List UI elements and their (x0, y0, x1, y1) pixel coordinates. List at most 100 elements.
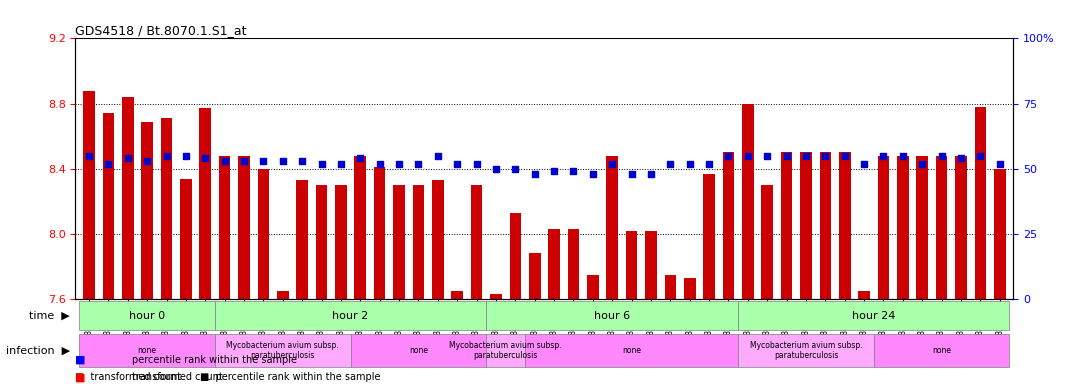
Point (254, 158, 272, 164)
Text: Mycobacterium avium subsp.
paratuberculosis: Mycobacterium avium subsp. paratuberculo… (450, 341, 562, 360)
Bar (683, 278, 695, 299)
Bar (780, 152, 792, 299)
FancyBboxPatch shape (350, 334, 486, 367)
FancyBboxPatch shape (80, 334, 215, 367)
Point (914, 161, 931, 167)
Bar (180, 179, 192, 299)
Point (798, 153, 815, 159)
Bar (722, 152, 734, 299)
Point (778, 153, 796, 159)
Point (507, 166, 524, 172)
Text: none: none (409, 346, 428, 355)
FancyBboxPatch shape (80, 301, 215, 331)
Point (487, 166, 505, 172)
Bar (122, 97, 134, 299)
Point (235, 158, 252, 164)
Bar (877, 156, 889, 299)
Bar (316, 185, 328, 299)
Point (623, 171, 640, 177)
Point (81, 153, 98, 159)
Bar (703, 174, 715, 299)
Point (139, 158, 156, 164)
Bar (588, 275, 598, 299)
Bar (916, 156, 928, 299)
Bar (490, 294, 501, 299)
Bar (607, 156, 618, 299)
Point (604, 161, 621, 167)
Point (932, 153, 950, 159)
Point (720, 153, 737, 159)
Point (410, 161, 427, 167)
Point (448, 161, 466, 167)
Text: percentile rank within the sample: percentile rank within the sample (132, 355, 296, 365)
Text: hour 6: hour 6 (594, 311, 631, 321)
Text: ■  transformed count      ■  percentile rank within the sample: ■ transformed count ■ percentile rank wi… (75, 372, 381, 382)
FancyBboxPatch shape (525, 334, 738, 367)
Bar (393, 185, 405, 299)
Bar (296, 180, 308, 299)
FancyBboxPatch shape (738, 301, 1009, 331)
Text: time  ▶: time ▶ (29, 311, 70, 321)
Text: Mycobacterium avium subsp.
paratuberculosis: Mycobacterium avium subsp. paratuberculo… (226, 341, 340, 360)
Point (642, 171, 660, 177)
Bar (374, 167, 386, 299)
Point (351, 155, 369, 161)
Point (759, 153, 776, 159)
Point (701, 161, 718, 167)
Point (681, 161, 699, 167)
Text: ■: ■ (75, 355, 86, 365)
Bar (761, 185, 773, 299)
Point (390, 161, 407, 167)
FancyBboxPatch shape (215, 301, 486, 331)
Bar (800, 152, 812, 299)
Text: transformed count: transformed count (132, 372, 222, 382)
Bar (858, 291, 870, 299)
Point (177, 153, 194, 159)
Point (971, 153, 989, 159)
Point (371, 161, 388, 167)
Text: hour 2: hour 2 (332, 311, 369, 321)
Point (196, 155, 213, 161)
Point (875, 153, 893, 159)
Bar (432, 180, 444, 299)
Text: ■: ■ (75, 372, 86, 382)
Bar (238, 156, 250, 299)
Bar (529, 253, 540, 299)
Bar (625, 231, 637, 299)
Point (332, 161, 349, 167)
Point (584, 171, 602, 177)
Text: hour 0: hour 0 (129, 311, 165, 321)
Point (895, 153, 912, 159)
Point (952, 155, 969, 161)
Bar (199, 108, 211, 299)
Bar (102, 113, 114, 299)
Point (274, 158, 291, 164)
Bar (510, 213, 521, 299)
Text: none: none (138, 346, 156, 355)
Bar (645, 231, 657, 299)
Bar (839, 152, 851, 299)
Bar (936, 156, 948, 299)
Text: none: none (622, 346, 641, 355)
Point (565, 168, 582, 174)
Text: GDS4518 / Bt.8070.1.S1_at: GDS4518 / Bt.8070.1.S1_at (75, 24, 247, 37)
Point (837, 153, 854, 159)
Point (216, 158, 233, 164)
Bar (452, 291, 464, 299)
Text: Mycobacterium avium subsp.
paratuberculosis: Mycobacterium avium subsp. paratuberculo… (749, 341, 862, 360)
Text: hour 24: hour 24 (852, 311, 896, 321)
Point (991, 161, 1008, 167)
Bar (219, 156, 231, 299)
Point (545, 168, 563, 174)
Bar (355, 156, 367, 299)
Text: infection  ▶: infection ▶ (5, 345, 70, 355)
Bar (664, 275, 676, 299)
Bar (258, 169, 270, 299)
Bar (471, 185, 482, 299)
Point (429, 153, 446, 159)
Point (856, 161, 873, 167)
FancyBboxPatch shape (215, 334, 350, 367)
FancyBboxPatch shape (486, 334, 525, 367)
Bar (742, 104, 754, 299)
Bar (141, 121, 153, 299)
